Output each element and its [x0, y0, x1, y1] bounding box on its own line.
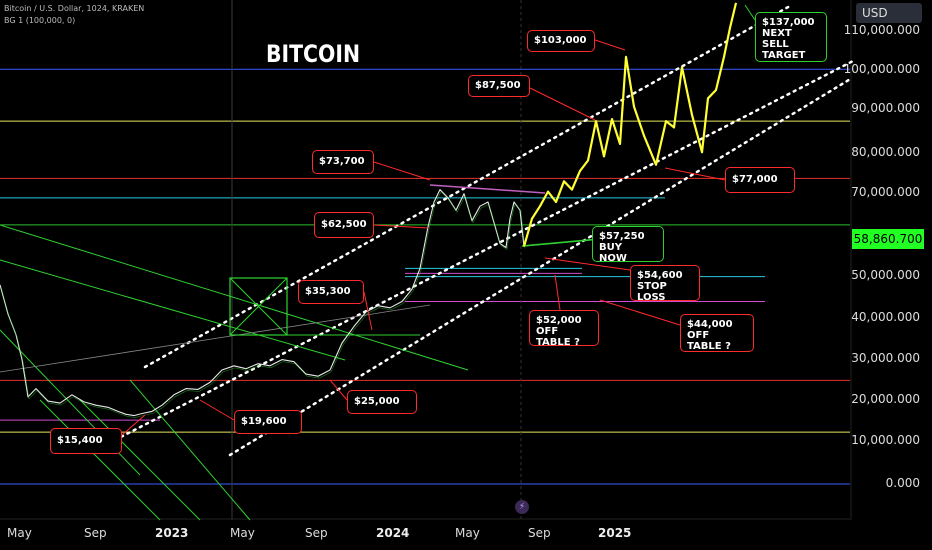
callout-pointer [554, 274, 561, 311]
callout-pointer [544, 257, 631, 271]
current-price-badge: 58,860.700 [852, 229, 924, 249]
lightning-icon[interactable]: ⚡ [515, 500, 529, 514]
channel-line [113, 58, 857, 442]
callout-19600: $19,600 [234, 410, 302, 434]
callout-pointer [329, 379, 348, 401]
x-tick-label: 2025 [598, 526, 632, 540]
y-tick-label: 10,000.000 [851, 433, 920, 447]
green-box [229, 277, 288, 336]
callout-pointer [373, 161, 431, 181]
y-tick-label: 90,000.000 [851, 101, 920, 115]
y-tick-label: 30,000.000 [851, 351, 920, 365]
trend-line [0, 304, 431, 373]
x-tick-label: Sep [305, 526, 328, 540]
y-tick-label: 80,000.000 [851, 145, 920, 159]
callout-57250-buy: $57,250 BUY NOW [592, 226, 664, 264]
callout-25000: $25,000 [347, 390, 417, 414]
callout-pointer [529, 87, 596, 121]
callout-103000: $103,000 [527, 30, 595, 52]
y-tick-label: 110,000.000 [843, 23, 920, 37]
callout-35300: $35,300 [298, 280, 364, 304]
trend-line [39, 399, 161, 521]
callout-77000: $77,000 [725, 167, 795, 193]
callout-pointer [363, 291, 373, 331]
callout-pointer [524, 239, 593, 247]
y-tick-label: 40,000.000 [851, 310, 920, 324]
trend-line [0, 259, 346, 361]
chart-title: BITCOIN [266, 40, 361, 68]
callout-137000: $137,000 NEXT SELL TARGET [755, 12, 827, 62]
y-tick-label: 20,000.000 [851, 392, 920, 406]
callout-pointer [664, 167, 726, 181]
x-tick-label: 2024 [376, 526, 410, 540]
resistance-line [429, 184, 546, 194]
callout-73700: $73,700 [312, 150, 374, 174]
x-tick-label: May [7, 526, 32, 540]
callout-15400: $15,400 [50, 428, 122, 454]
trend-line [0, 224, 469, 371]
price-history-line [0, 189, 525, 417]
channel-line [143, 4, 792, 369]
callout-pointer [594, 39, 626, 51]
x-tick-label: May [230, 526, 255, 540]
y-tick-label: 0.000 [885, 476, 920, 490]
indicator-line: BG 1 (100,000, 0) [4, 16, 76, 25]
callout-44000-off: $44,000 OFF TABLE ? [680, 314, 754, 352]
channel-line [228, 76, 854, 457]
trend-line [129, 379, 251, 521]
callout-54600-stop: $54,600 STOP LOSS [630, 265, 700, 303]
green-box-diagonal [229, 277, 288, 336]
x-tick-label: May [455, 526, 480, 540]
callout-pointer [599, 299, 681, 326]
callout-pointer [121, 414, 146, 436]
x-tick-label: 2023 [155, 526, 189, 540]
y-tick-label: 100,000.000 [843, 62, 920, 76]
symbol-line: Bitcoin / U.S. Dollar, 1024, KRAKEN [4, 4, 145, 13]
callout-pointer [744, 4, 756, 21]
projection-line [522, 2, 738, 247]
x-tick-label: Sep [84, 526, 107, 540]
callout-87500: $87,500 [468, 75, 530, 97]
callout-52000-off: $52,000 OFF TABLE ? [529, 310, 599, 348]
y-tick-label: 50,000.000 [851, 268, 920, 282]
y-tick-label: 70,000.000 [851, 185, 920, 199]
price-shadow-line [0, 191, 526, 418]
callout-pointer [373, 224, 429, 229]
callout-62500: $62,500 [314, 212, 374, 238]
x-tick-label: Sep [528, 526, 551, 540]
callout-pointer [199, 399, 235, 421]
currency-button[interactable]: USD [856, 3, 922, 23]
trend-line [79, 399, 201, 521]
